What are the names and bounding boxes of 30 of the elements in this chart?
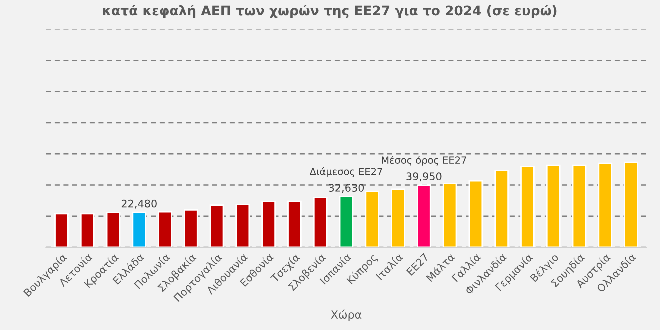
bar: [184, 210, 198, 248]
data-label: 22,480: [122, 200, 157, 209]
bar: [572, 164, 587, 248]
bar: [288, 200, 302, 248]
bar: [158, 211, 172, 248]
bar: [365, 190, 380, 248]
chart-title: κατά κεφαλή ΑΕΠ των χωρών της ΕΕ27 για το 2024 (σε ευρώ): [103, 4, 557, 18]
bar: [236, 204, 250, 248]
bar: [391, 188, 406, 248]
annotation: Διάμεσος ΕΕ27: [310, 167, 382, 178]
bar: [468, 180, 484, 248]
bar: [54, 213, 69, 248]
bar: [624, 162, 638, 248]
bar: [313, 197, 328, 248]
bar: [210, 204, 224, 248]
bar: [339, 196, 354, 248]
bar: [80, 213, 95, 248]
bar: [132, 212, 147, 248]
bar: [416, 184, 432, 248]
x-axis-title: Χώρα: [331, 310, 362, 322]
data-label: 32,630: [329, 184, 364, 194]
bar: [106, 212, 121, 248]
bar: [494, 170, 509, 248]
bar: [598, 162, 613, 248]
bar: [546, 164, 561, 248]
bar: [262, 201, 276, 248]
bar: [442, 183, 458, 248]
data-label: 39,950: [406, 172, 442, 182]
annotation: Μέσος όρος ΕΕ27: [382, 156, 466, 166]
bar: [520, 166, 535, 248]
